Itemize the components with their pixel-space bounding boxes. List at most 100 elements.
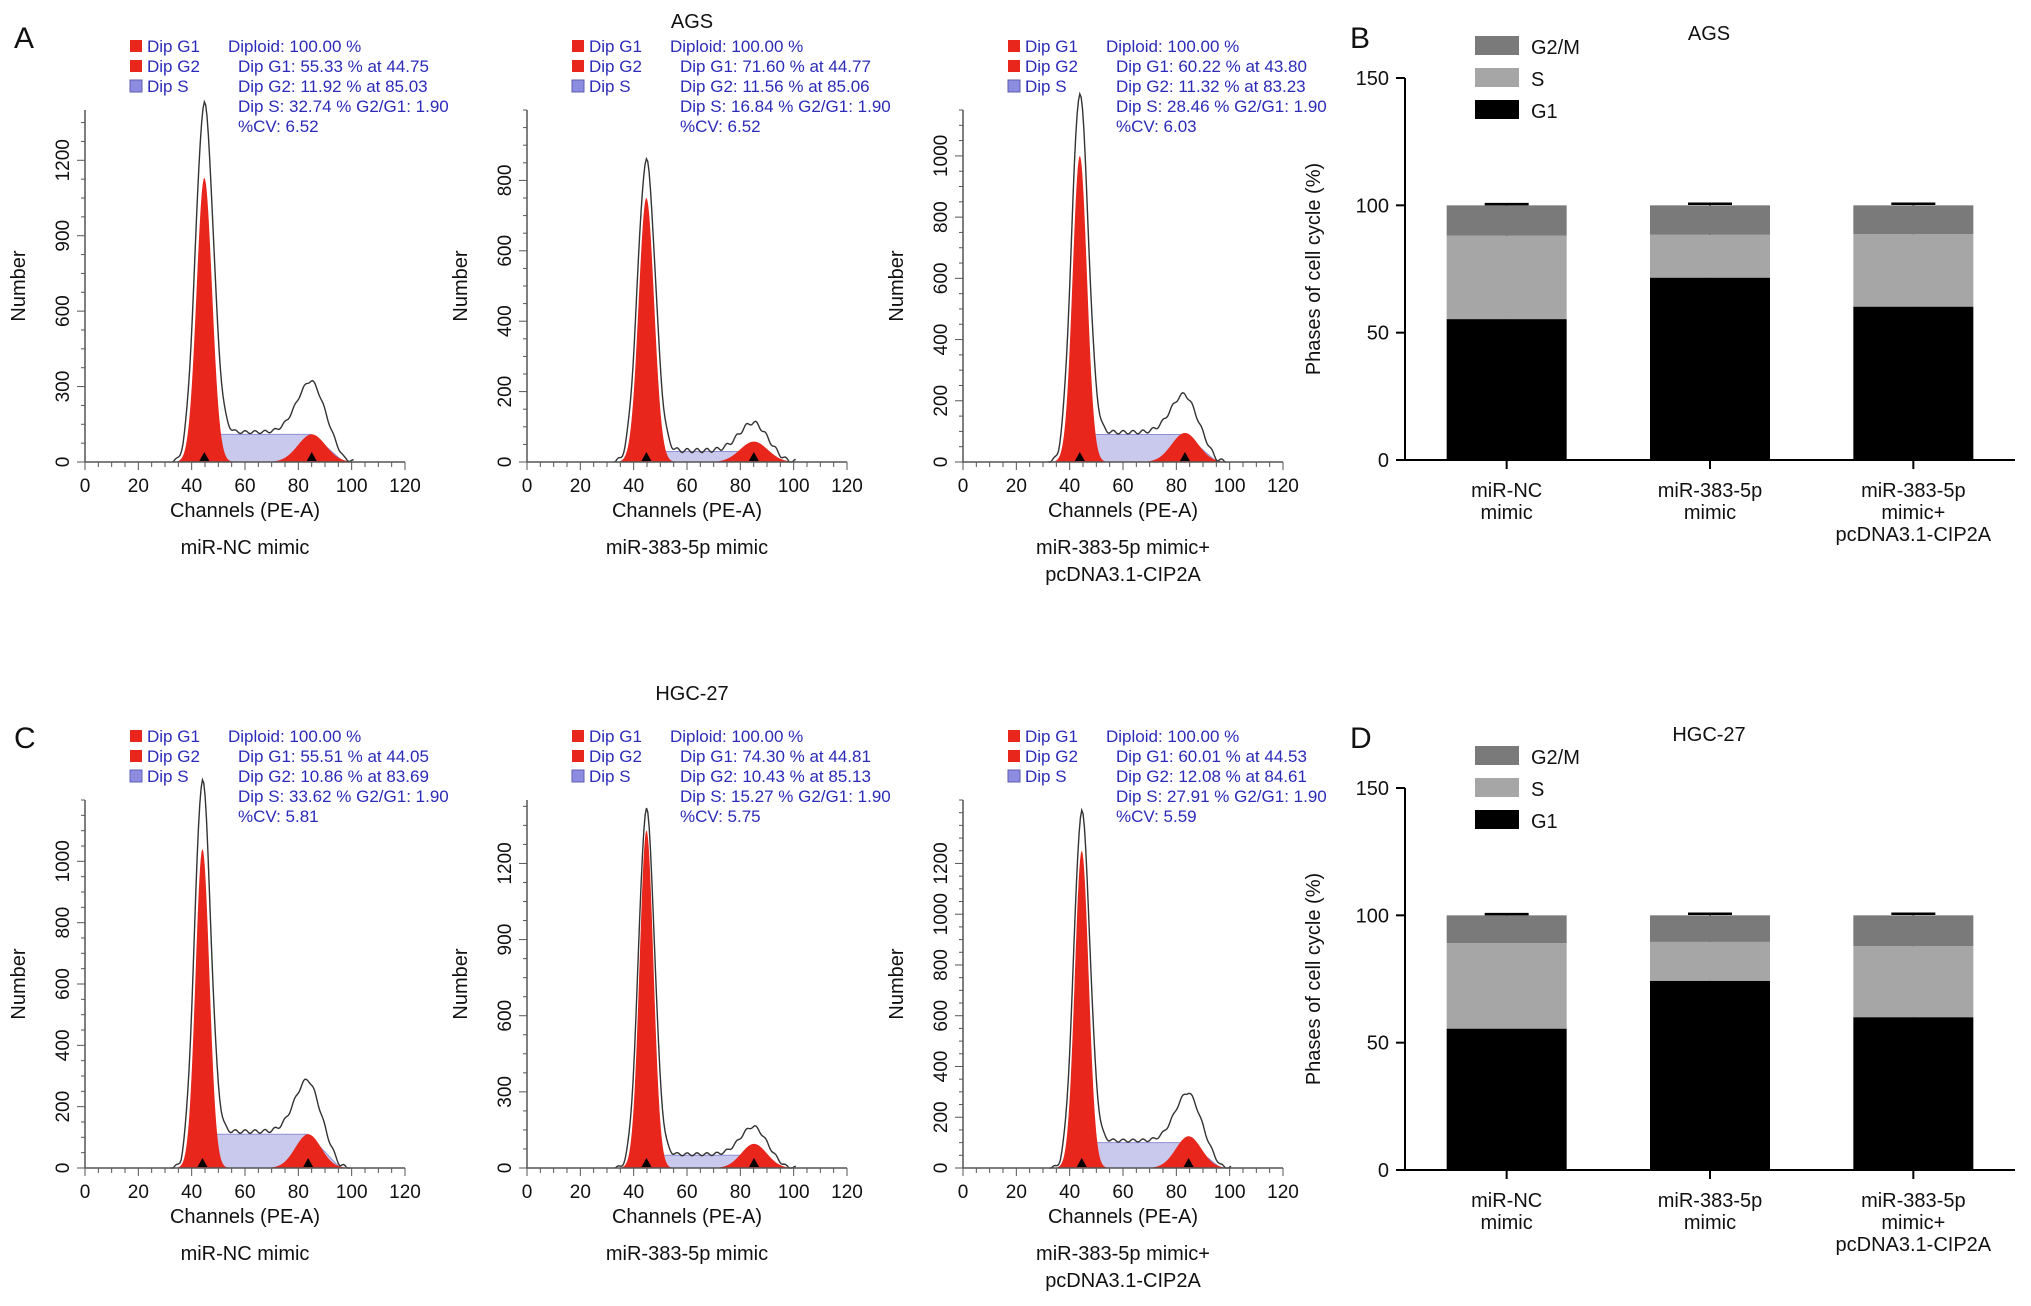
histogram-panel: 0 20 40 60 80 100 120020040060080010001200Chan… <box>886 727 1327 1292</box>
legend-swatch <box>1008 40 1020 52</box>
peak-marker <box>1074 452 1085 461</box>
y-tick-label: 0 <box>53 1163 74 1174</box>
bar-segment-s <box>1853 234 1974 307</box>
x-axis-label: Channels (PE-A) <box>612 500 762 522</box>
bar-segment-g1 <box>1650 980 1770 1170</box>
category-label: mimic+ <box>1881 502 1945 524</box>
legend-swatch <box>571 79 585 93</box>
legend-label: Dip G1 <box>1025 727 1078 746</box>
x-tick-label: 120 <box>389 476 421 497</box>
stats-line: Dip S: 33.62 % G2/G1: 1.90 <box>238 787 449 806</box>
peak-marker <box>306 452 317 461</box>
y-tick-label: 400 <box>931 1051 952 1083</box>
bar-segment-g1 <box>1650 277 1770 460</box>
legend-swatch <box>572 730 584 742</box>
y-tick-label: 150 <box>1356 68 1389 90</box>
total-outline <box>1047 91 1227 463</box>
x-axis-label: Channels (PE-A) <box>612 1206 762 1228</box>
y-tick-label: 200 <box>931 385 952 417</box>
y-tick-label: 0 <box>1378 450 1389 472</box>
y-axis-label: Number <box>450 948 472 1019</box>
g1-peak <box>1051 155 1109 463</box>
x-tick-label: 100 <box>1214 1182 1246 1203</box>
category-label: pcDNA3.1-CIP2A <box>1836 1234 1992 1256</box>
y-tick-label: 100 <box>1356 195 1389 217</box>
y-axis-label: Phases of cell cycle (%) <box>1303 873 1325 1085</box>
peak-marker <box>303 1158 314 1167</box>
g1-peak <box>173 178 236 463</box>
y-tick-label: 0 <box>931 1163 952 1174</box>
stats-line: Dip G1: 60.01 % at 44.53 <box>1116 747 1307 766</box>
legend-label: Dip G2 <box>589 747 642 766</box>
legend-label: S <box>1531 779 1544 801</box>
legend-label: Dip G1 <box>1025 37 1078 56</box>
bar-segment-g2m <box>1446 915 1567 944</box>
chart-title: HGC-27 <box>1672 724 1745 746</box>
g2-peak <box>698 441 810 462</box>
legend-swatch <box>129 769 143 783</box>
category-label: miR-383-5p <box>1861 1190 1965 1212</box>
total-outline <box>171 99 354 463</box>
legend-label: Dip G2 <box>589 57 642 76</box>
bar-segment-s <box>1446 943 1567 1029</box>
panel-caption: miR-NC mimic <box>181 1243 310 1265</box>
legend-swatch <box>571 769 585 783</box>
category-label: pcDNA3.1-CIP2A <box>1836 524 1992 546</box>
category-label: miR-383-5p <box>1861 480 1965 502</box>
x-tick-label: 120 <box>831 476 863 497</box>
y-tick-label: 1000 <box>931 135 952 177</box>
legend-label: Dip G1 <box>147 37 200 56</box>
category-label: mimic+ <box>1881 1212 1945 1234</box>
legend-swatch <box>572 40 584 52</box>
panel-caption: miR-383-5p mimic+ <box>1036 1243 1210 1265</box>
y-tick-label: 1000 <box>931 893 952 935</box>
stats-line: Diploid: 100.00 % <box>670 37 803 56</box>
y-tick-label: 800 <box>495 165 516 197</box>
y-tick-label: 200 <box>931 1101 952 1133</box>
peak-marker <box>1076 1158 1087 1167</box>
y-tick-label: 50 <box>1367 323 1389 345</box>
panel-caption: miR-383-5p mimic <box>606 1243 768 1265</box>
g1-peak <box>615 198 678 462</box>
legend-label: Dip G1 <box>589 727 642 746</box>
stats-line: Dip S: 28.46 % G2/G1: 1.90 <box>1116 97 1327 116</box>
x-tick-label: 80 <box>1166 476 1187 497</box>
x-tick-label: 0 <box>522 476 533 497</box>
legend-label: Dip G2 <box>147 57 200 76</box>
y-tick-label: 0 <box>495 457 516 468</box>
x-tick-label: 60 <box>1112 1182 1133 1203</box>
legend-label: Dip G2 <box>1025 57 1078 76</box>
y-axis-label: Number <box>8 948 30 1019</box>
y-tick-label: 0 <box>53 457 74 468</box>
x-tick-label: 120 <box>1267 1182 1299 1203</box>
bar-segment-g1 <box>1446 319 1567 460</box>
x-tick-label: 60 <box>676 1182 697 1203</box>
legend-swatch <box>572 60 584 72</box>
x-tick-label: 40 <box>1059 1182 1080 1203</box>
y-tick-label: 400 <box>931 324 952 356</box>
legend-label: Dip G1 <box>147 727 200 746</box>
panel-letter: A <box>14 22 34 55</box>
bar-segment-s <box>1650 234 1770 278</box>
stats-line: Dip G1: 74.30 % at 44.81 <box>680 747 871 766</box>
legend-label: Dip S <box>1025 77 1067 96</box>
stats-line: Dip G2: 11.92 % at 85.03 <box>238 77 428 96</box>
peak-marker <box>1179 452 1190 461</box>
stats-line: Dip G2: 11.56 % at 85.06 <box>680 77 870 96</box>
stats-line: %CV: 6.52 <box>238 117 319 136</box>
legend-swatch <box>1475 100 1519 119</box>
bar-segment-s <box>1853 946 1974 1018</box>
bar-segment-g2m <box>1650 205 1770 235</box>
y-tick-label: 1200 <box>931 842 952 884</box>
legend-swatch <box>1007 769 1021 783</box>
y-tick-label: 600 <box>495 235 516 267</box>
stats-line: Diploid: 100.00 % <box>228 727 361 746</box>
x-tick-label: 80 <box>730 1182 751 1203</box>
bar-segment-g2m <box>1650 915 1770 942</box>
x-tick-label: 60 <box>676 476 697 497</box>
bar-segment-g2m <box>1853 205 1974 235</box>
y-tick-label: 300 <box>53 371 74 403</box>
y-axis-label: Phases of cell cycle (%) <box>1303 163 1325 375</box>
legend-label: G1 <box>1531 811 1558 833</box>
legend-swatch <box>1475 810 1519 829</box>
